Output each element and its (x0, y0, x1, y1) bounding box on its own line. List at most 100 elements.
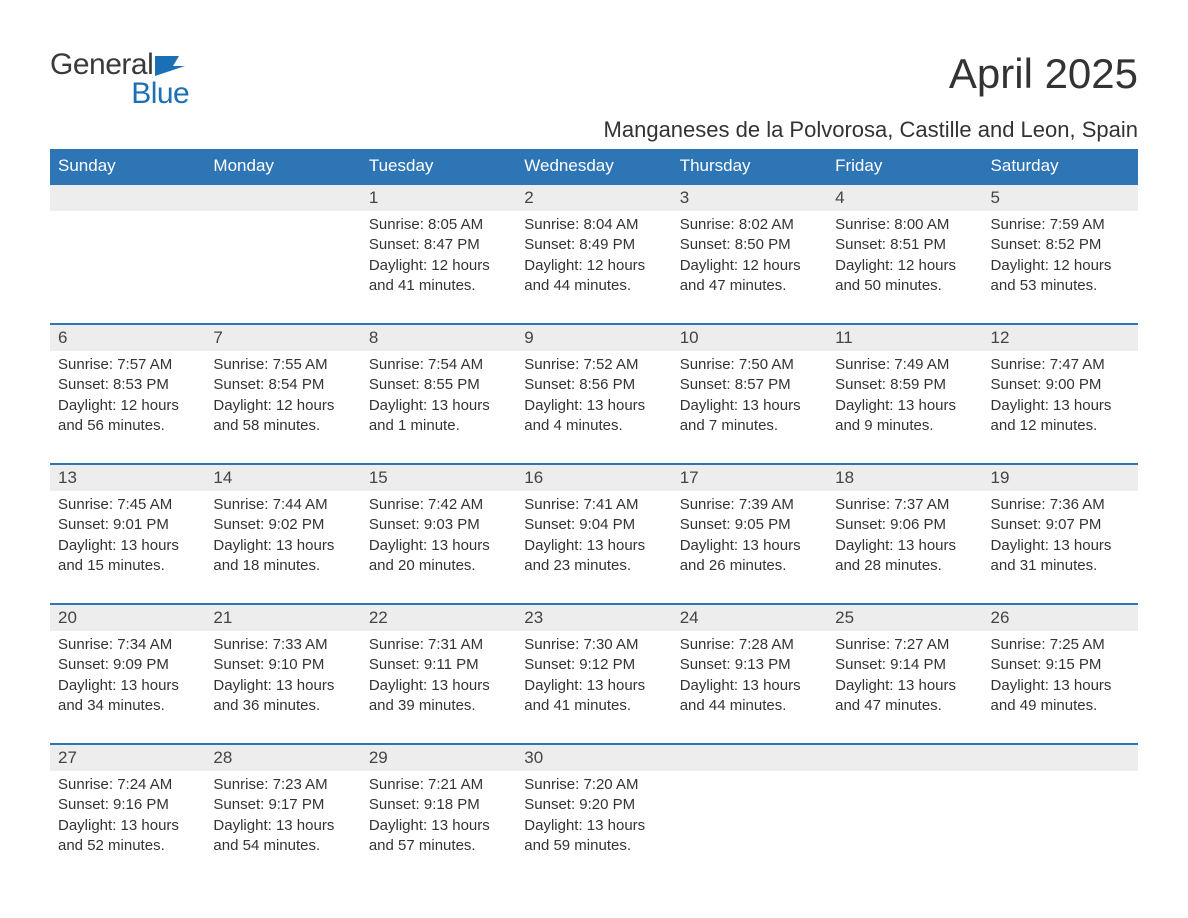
page-header: General Blue April 2025 (50, 50, 1138, 107)
day-number: 11 (827, 323, 982, 351)
calendar-cell: 21Sunrise: 7:33 AMSunset: 9:10 PMDayligh… (205, 603, 360, 743)
sunrise-text: Sunrise: 7:47 AM (991, 355, 1130, 375)
day-number: 13 (50, 463, 205, 491)
day-details: Sunrise: 7:31 AMSunset: 9:11 PMDaylight:… (361, 631, 516, 720)
sunset-text: Sunset: 8:51 PM (835, 235, 974, 255)
calendar-cell: 4Sunrise: 8:00 AMSunset: 8:51 PMDaylight… (827, 183, 982, 323)
calendar-cell: 30Sunrise: 7:20 AMSunset: 9:20 PMDayligh… (516, 743, 671, 883)
sunset-text: Sunset: 8:57 PM (680, 375, 819, 395)
calendar-header-row: Sunday Monday Tuesday Wednesday Thursday… (50, 149, 1138, 183)
day-header-sun: Sunday (50, 149, 205, 183)
sunset-text: Sunset: 9:13 PM (680, 655, 819, 675)
day-number: 16 (516, 463, 671, 491)
sunrise-text: Sunrise: 7:37 AM (835, 495, 974, 515)
sunset-text: Sunset: 8:47 PM (369, 235, 508, 255)
day-details: Sunrise: 7:45 AMSunset: 9:01 PMDaylight:… (50, 491, 205, 580)
sunrise-text: Sunrise: 7:52 AM (524, 355, 663, 375)
calendar-cell: 7Sunrise: 7:55 AMSunset: 8:54 PMDaylight… (205, 323, 360, 463)
day-header-fri: Friday (827, 149, 982, 183)
day-details: Sunrise: 8:00 AMSunset: 8:51 PMDaylight:… (827, 211, 982, 300)
day-details: Sunrise: 7:34 AMSunset: 9:09 PMDaylight:… (50, 631, 205, 720)
day-number: 7 (205, 323, 360, 351)
day-number: 10 (672, 323, 827, 351)
day-header-mon: Monday (205, 149, 360, 183)
calendar-cell: 25Sunrise: 7:27 AMSunset: 9:14 PMDayligh… (827, 603, 982, 743)
sunset-text: Sunset: 8:52 PM (991, 235, 1130, 255)
calendar-cell: 28Sunrise: 7:23 AMSunset: 9:17 PMDayligh… (205, 743, 360, 883)
day-number: 12 (983, 323, 1138, 351)
day-details: Sunrise: 7:42 AMSunset: 9:03 PMDaylight:… (361, 491, 516, 580)
daylight-text: Daylight: 13 hours and 34 minutes. (58, 676, 197, 717)
calendar-cell (983, 743, 1138, 883)
calendar-cell: 24Sunrise: 7:28 AMSunset: 9:13 PMDayligh… (672, 603, 827, 743)
day-details: Sunrise: 8:05 AMSunset: 8:47 PMDaylight:… (361, 211, 516, 300)
daylight-text: Daylight: 13 hours and 54 minutes. (213, 816, 352, 857)
day-number: 20 (50, 603, 205, 631)
daylight-text: Daylight: 13 hours and 31 minutes. (991, 536, 1130, 577)
day-number: 21 (205, 603, 360, 631)
calendar-cell: 19Sunrise: 7:36 AMSunset: 9:07 PMDayligh… (983, 463, 1138, 603)
logo-text-blue: Blue (50, 80, 189, 107)
month-title: April 2025 (949, 50, 1138, 98)
sunrise-text: Sunrise: 7:39 AM (680, 495, 819, 515)
daylight-text: Daylight: 12 hours and 47 minutes. (680, 256, 819, 297)
day-details: Sunrise: 7:28 AMSunset: 9:13 PMDaylight:… (672, 631, 827, 720)
day-number: 28 (205, 743, 360, 771)
sunrise-text: Sunrise: 8:05 AM (369, 215, 508, 235)
sunrise-text: Sunrise: 7:24 AM (58, 775, 197, 795)
sunrise-text: Sunrise: 7:20 AM (524, 775, 663, 795)
sunrise-text: Sunrise: 7:25 AM (991, 635, 1130, 655)
sunrise-text: Sunrise: 7:54 AM (369, 355, 508, 375)
calendar-cell: 11Sunrise: 7:49 AMSunset: 8:59 PMDayligh… (827, 323, 982, 463)
sunset-text: Sunset: 9:11 PM (369, 655, 508, 675)
day-number: 27 (50, 743, 205, 771)
sunset-text: Sunset: 9:18 PM (369, 795, 508, 815)
day-number: 17 (672, 463, 827, 491)
sunrise-text: Sunrise: 7:45 AM (58, 495, 197, 515)
sunrise-text: Sunrise: 7:41 AM (524, 495, 663, 515)
sunset-text: Sunset: 9:03 PM (369, 515, 508, 535)
day-number: 9 (516, 323, 671, 351)
day-details: Sunrise: 7:39 AMSunset: 9:05 PMDaylight:… (672, 491, 827, 580)
day-details: Sunrise: 7:55 AMSunset: 8:54 PMDaylight:… (205, 351, 360, 440)
day-number-empty (983, 743, 1138, 771)
calendar-cell (827, 743, 982, 883)
day-details: Sunrise: 7:33 AMSunset: 9:10 PMDaylight:… (205, 631, 360, 720)
day-details: Sunrise: 8:02 AMSunset: 8:50 PMDaylight:… (672, 211, 827, 300)
daylight-text: Daylight: 13 hours and 26 minutes. (680, 536, 819, 577)
daylight-text: Daylight: 12 hours and 44 minutes. (524, 256, 663, 297)
sunrise-text: Sunrise: 7:34 AM (58, 635, 197, 655)
daylight-text: Daylight: 13 hours and 15 minutes. (58, 536, 197, 577)
sunset-text: Sunset: 8:53 PM (58, 375, 197, 395)
day-number: 5 (983, 183, 1138, 211)
sunrise-text: Sunrise: 7:36 AM (991, 495, 1130, 515)
day-number-empty (50, 183, 205, 211)
calendar-cell (672, 743, 827, 883)
daylight-text: Daylight: 13 hours and 59 minutes. (524, 816, 663, 857)
day-details: Sunrise: 7:30 AMSunset: 9:12 PMDaylight:… (516, 631, 671, 720)
sunrise-text: Sunrise: 7:50 AM (680, 355, 819, 375)
sunset-text: Sunset: 8:49 PM (524, 235, 663, 255)
sunrise-text: Sunrise: 7:42 AM (369, 495, 508, 515)
calendar-cell: 12Sunrise: 7:47 AMSunset: 9:00 PMDayligh… (983, 323, 1138, 463)
calendar-week-row: 20Sunrise: 7:34 AMSunset: 9:09 PMDayligh… (50, 603, 1138, 743)
calendar-cell: 1Sunrise: 8:05 AMSunset: 8:47 PMDaylight… (361, 183, 516, 323)
day-details: Sunrise: 7:59 AMSunset: 8:52 PMDaylight:… (983, 211, 1138, 300)
logo-text-general: General (50, 50, 153, 80)
calendar-cell: 18Sunrise: 7:37 AMSunset: 9:06 PMDayligh… (827, 463, 982, 603)
sunset-text: Sunset: 9:07 PM (991, 515, 1130, 535)
sunset-text: Sunset: 9:17 PM (213, 795, 352, 815)
calendar-week-row: 6Sunrise: 7:57 AMSunset: 8:53 PMDaylight… (50, 323, 1138, 463)
daylight-text: Daylight: 13 hours and 7 minutes. (680, 396, 819, 437)
daylight-text: Daylight: 13 hours and 41 minutes. (524, 676, 663, 717)
daylight-text: Daylight: 13 hours and 52 minutes. (58, 816, 197, 857)
day-number: 15 (361, 463, 516, 491)
calendar-week-row: 1Sunrise: 8:05 AMSunset: 8:47 PMDaylight… (50, 183, 1138, 323)
calendar-week-row: 27Sunrise: 7:24 AMSunset: 9:16 PMDayligh… (50, 743, 1138, 883)
day-details: Sunrise: 7:27 AMSunset: 9:14 PMDaylight:… (827, 631, 982, 720)
day-header-thu: Thursday (672, 149, 827, 183)
day-details: Sunrise: 7:54 AMSunset: 8:55 PMDaylight:… (361, 351, 516, 440)
day-number: 25 (827, 603, 982, 631)
calendar-cell: 10 Sunrise: 7:50 AMSunset: 8:57 PMDayligh… (672, 323, 827, 463)
daylight-text: Daylight: 13 hours and 28 minutes. (835, 536, 974, 577)
